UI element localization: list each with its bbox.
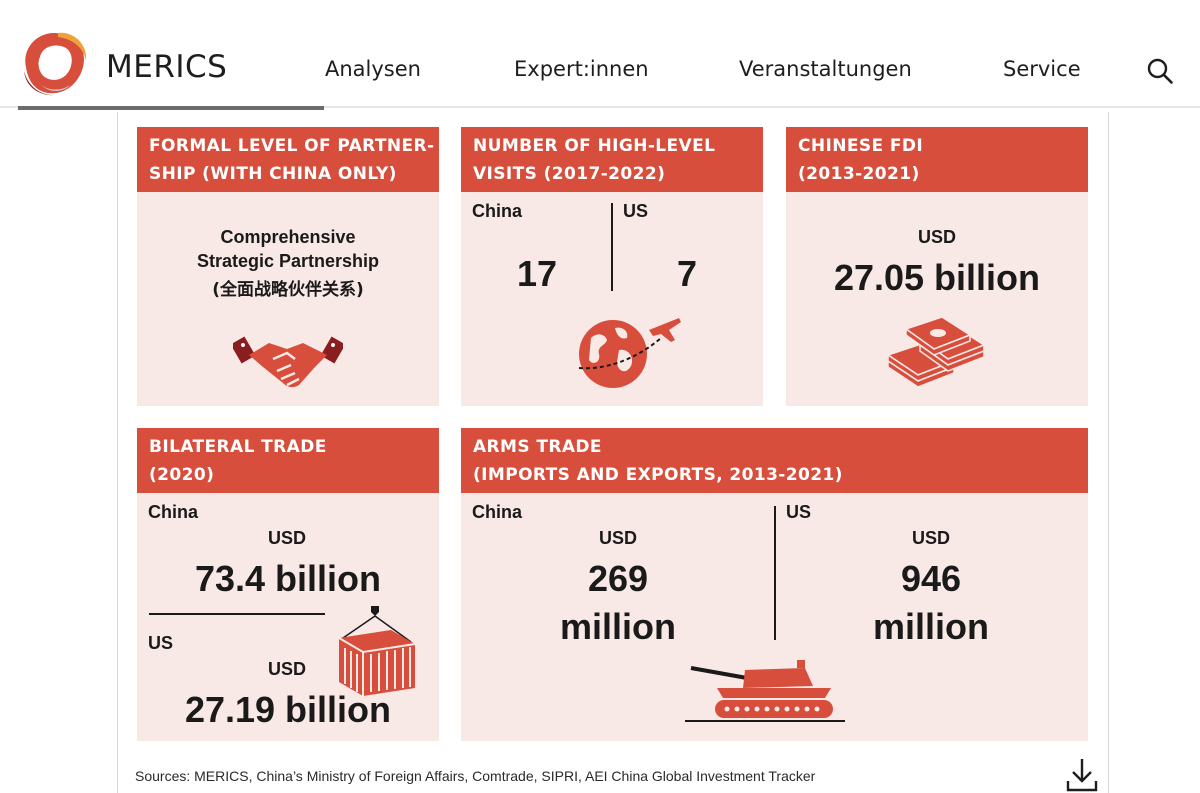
arms-china-value-number: 269	[587, 558, 649, 599]
arms-us-currency: USD	[911, 528, 950, 548]
trade-china-value: 73.4 billion	[194, 558, 382, 599]
nav-item-service[interactable]: Service	[1003, 57, 1081, 81]
partnership-line-2: Strategic Partnership	[196, 251, 380, 271]
arms-china-value-unit: million	[560, 606, 676, 647]
header-divider	[0, 106, 1200, 108]
title-line: CHINESE FDI	[798, 136, 924, 156]
handshake-icon	[233, 336, 343, 388]
brand-name[interactable]: MERICS	[106, 49, 228, 85]
trade-china-currency: USD	[267, 528, 306, 548]
arms-us-value-unit: million	[873, 606, 989, 647]
trade-us-label: US	[148, 633, 174, 653]
tank-icon	[685, 660, 845, 722]
nav-item-analysen[interactable]: Analysen	[325, 57, 421, 81]
card-visits: NUMBER OF HIGH-LEVEL VISITS (2017-2022) …	[461, 127, 763, 406]
title-line: SHIP (WITH CHINA ONLY)	[149, 164, 397, 184]
fdi-value: 27.05 billion	[833, 257, 1041, 298]
arms-us-value-number: 946	[900, 558, 962, 599]
download-icon[interactable]	[1066, 757, 1098, 793]
sources-note: Sources: MERICS, China’s Ministry of For…	[135, 768, 816, 784]
card-bilateral-trade: BILATERAL TRADE (2020) China USD 73.4 bi…	[137, 428, 439, 741]
visits-china-value: 17	[516, 253, 558, 294]
search-icon[interactable]	[1146, 57, 1174, 85]
visits-us-value: 7	[676, 253, 698, 294]
arms-china-label: China	[472, 502, 523, 522]
globe-airplane-icon	[578, 318, 681, 388]
visits-us-label: US	[623, 201, 649, 221]
card-arms-title: ARMS TRADE (IMPORTS AND EXPORTS, 2013-20…	[461, 428, 1088, 493]
card-partnership: FORMAL LEVEL OF PARTNER- SHIP (WITH CHIN…	[137, 127, 439, 406]
merics-logo-icon[interactable]	[18, 27, 90, 99]
card-fdi: CHINESE FDI (2013-2021) USD 27.05 billio…	[786, 127, 1088, 406]
trade-us-value: 27.19 billion	[184, 689, 392, 730]
header-active-indicator	[18, 106, 324, 110]
title-line: VISITS (2017-2022)	[473, 164, 666, 184]
arms-china-currency: USD	[598, 528, 637, 548]
title-line: (2020)	[149, 465, 215, 485]
visits-china-label: China	[472, 201, 523, 221]
card-fdi-title: CHINESE FDI (2013-2021)	[786, 127, 1088, 192]
card-arms-trade: ARMS TRADE (IMPORTS AND EXPORTS, 2013-20…	[461, 428, 1088, 741]
title-line: BILATERAL TRADE	[149, 437, 327, 457]
fdi-currency: USD	[917, 227, 956, 247]
card-trade-title: BILATERAL TRADE (2020)	[137, 428, 439, 493]
shipping-container-icon	[338, 606, 416, 696]
money-stack-icon	[886, 316, 986, 388]
card-visits-title: NUMBER OF HIGH-LEVEL VISITS (2017-2022)	[461, 127, 763, 192]
title-line: (2013-2021)	[798, 164, 920, 184]
arms-divider	[774, 506, 776, 640]
visits-divider	[611, 203, 613, 291]
nav-item-veranstaltungen[interactable]: Veranstaltungen	[739, 57, 912, 81]
title-line: ARMS TRADE	[473, 437, 602, 457]
nav-item-expertinnen[interactable]: Expert:innen	[514, 57, 649, 81]
trade-china-label: China	[148, 502, 199, 522]
title-line: NUMBER OF HIGH-LEVEL	[473, 136, 716, 156]
site-header: MERICS Analysen Expert:innen Veranstaltu…	[0, 0, 1200, 110]
title-line: FORMAL LEVEL OF PARTNER-	[149, 136, 435, 156]
partnership-line-chinese: (全面战略伙伴关系)	[212, 280, 364, 300]
arms-us-label: US	[786, 502, 812, 522]
partnership-line-1: Comprehensive	[220, 227, 356, 247]
trade-divider	[149, 613, 325, 615]
card-partnership-title: FORMAL LEVEL OF PARTNER- SHIP (WITH CHIN…	[137, 127, 439, 192]
title-line: (IMPORTS AND EXPORTS, 2013-2021)	[473, 465, 843, 485]
trade-us-currency: USD	[267, 659, 306, 679]
